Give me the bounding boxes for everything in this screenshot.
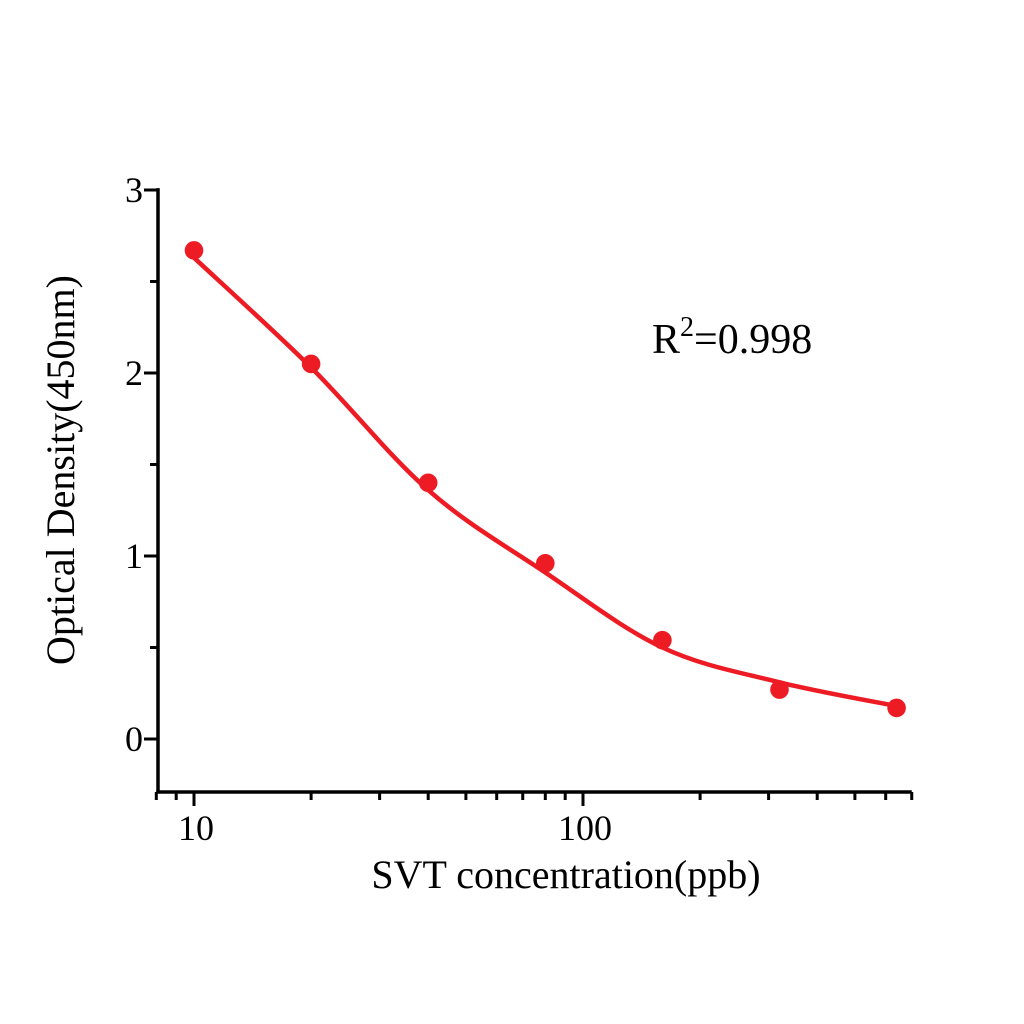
- x-tick-label: 10: [178, 808, 214, 848]
- x-axis-title: SVT concentration(ppb): [371, 852, 760, 897]
- fit-curve: [191, 255, 899, 709]
- x-tick-label: 100: [558, 808, 612, 848]
- data-point: [301, 354, 321, 374]
- y-axis-title: Optical Density(450nm): [38, 275, 83, 665]
- r-squared-base: R: [652, 317, 680, 363]
- y-tick-label: 0: [125, 719, 143, 759]
- r-squared-annotation: R2=0.998: [652, 312, 812, 363]
- y-tick-label: 2: [125, 353, 143, 393]
- plot-series: [184, 241, 906, 718]
- y-tick-label: 1: [125, 536, 143, 576]
- r-squared-value: =0.998: [694, 317, 812, 363]
- y-tick-label: 3: [125, 170, 143, 210]
- r-squared-exponent: 2: [680, 312, 694, 343]
- data-point: [184, 241, 204, 260]
